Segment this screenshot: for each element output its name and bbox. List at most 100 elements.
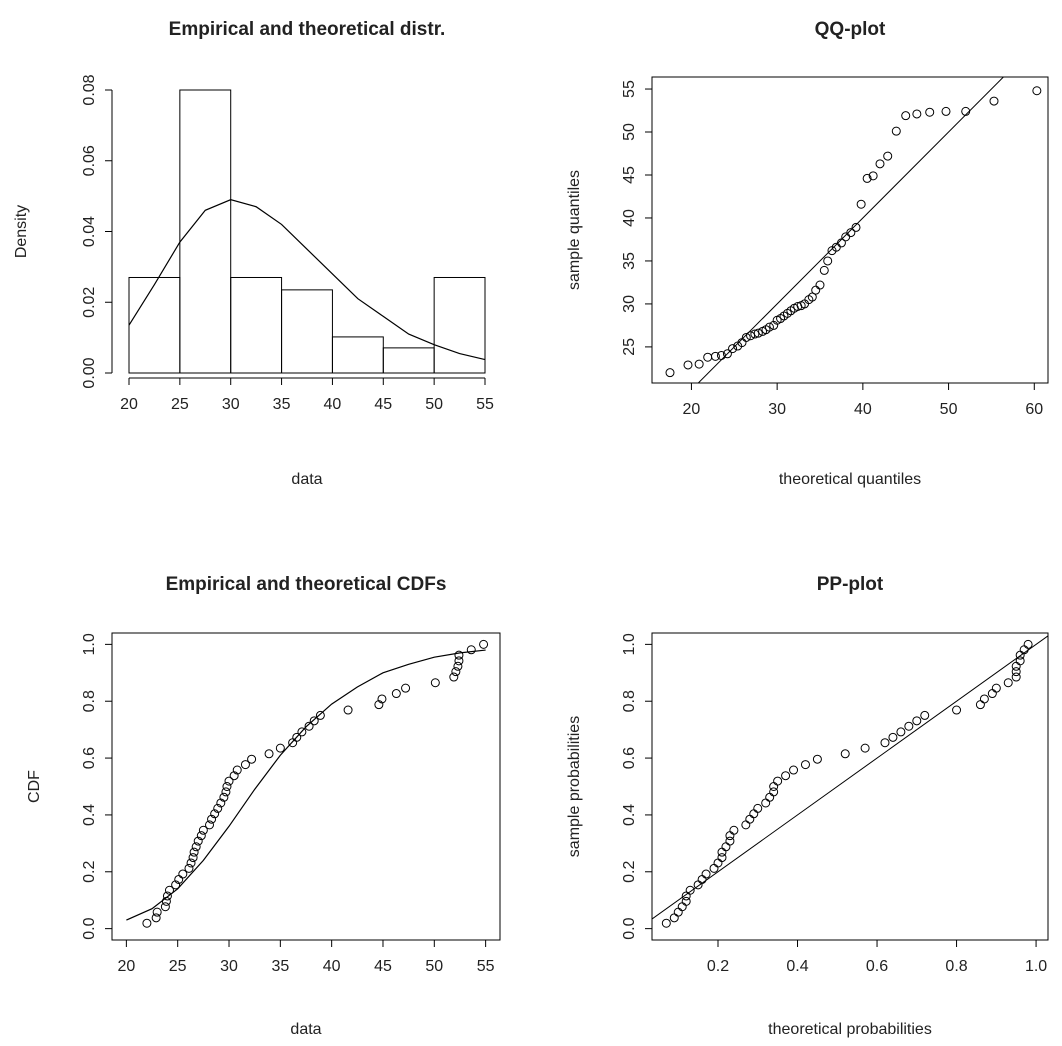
x-tick-label: 30 [222, 396, 240, 413]
point [710, 351, 720, 361]
x-tick-label: 30 [220, 958, 238, 975]
point [184, 863, 194, 873]
x-tick-label: 45 [374, 958, 392, 975]
point [315, 710, 325, 720]
histogram-bar [331, 336, 384, 374]
point [673, 907, 683, 917]
y-axis-label: Density [13, 205, 30, 258]
point [781, 771, 791, 781]
point [745, 814, 755, 824]
y-tick-label: 0.4 [81, 804, 98, 826]
point [836, 238, 846, 248]
point [769, 782, 779, 791]
point [213, 803, 223, 813]
point [479, 639, 489, 649]
point [789, 765, 799, 775]
point [661, 918, 671, 928]
point [677, 902, 687, 912]
point [1032, 86, 1042, 96]
panel: PP-plot theoretical probabilities sample p… [566, 574, 1049, 1038]
point [160, 902, 170, 912]
x-tick-label: 1.0 [1025, 958, 1047, 975]
point [219, 792, 229, 802]
point [449, 672, 459, 682]
y-axis-label: sample probabilities [566, 716, 583, 857]
point [665, 368, 675, 378]
x-axis-label: data [291, 471, 322, 488]
histogram-bar [179, 89, 232, 374]
point [304, 721, 314, 731]
point [232, 765, 242, 775]
x-tick-label: 60 [1025, 401, 1043, 418]
point [229, 771, 239, 781]
point [800, 760, 810, 770]
point [721, 842, 731, 852]
point [454, 650, 464, 660]
x-tick-label: 55 [477, 958, 495, 975]
point [669, 913, 679, 923]
point [1011, 672, 1021, 682]
point [912, 109, 922, 119]
x-tick-label: 0.4 [786, 958, 808, 975]
point [891, 126, 901, 136]
point [769, 787, 779, 797]
point [725, 831, 735, 841]
point [694, 359, 704, 369]
point [1003, 678, 1013, 688]
x-tick-label: 35 [273, 396, 291, 413]
point [198, 825, 208, 835]
panel-title: QQ-plot [815, 19, 886, 40]
x-tick-label: 30 [768, 401, 786, 418]
x-tick-label: 20 [117, 958, 135, 975]
panel-title: Empirical and theoretical distr. [169, 19, 446, 40]
point [901, 111, 911, 121]
point [162, 891, 172, 901]
y-tick-label: 0.4 [621, 804, 638, 826]
point [991, 683, 1001, 693]
point [224, 776, 234, 786]
point [925, 107, 935, 117]
point [904, 721, 914, 731]
y-tick-label: 0.0 [621, 917, 638, 939]
point [856, 199, 866, 209]
point [297, 727, 307, 737]
x-tick-label: 50 [425, 396, 443, 413]
point [275, 743, 285, 753]
point [729, 825, 739, 835]
point [240, 760, 250, 770]
point [952, 705, 962, 715]
y-tick-label: 45 [621, 166, 638, 184]
point [941, 106, 951, 116]
point [725, 836, 735, 846]
point [716, 350, 726, 360]
point [697, 874, 707, 884]
point [880, 738, 890, 748]
y-tick-label: 0.8 [621, 690, 638, 712]
plot-frame [651, 632, 1049, 941]
point [728, 344, 738, 354]
point [860, 743, 870, 753]
point [812, 754, 822, 764]
point [466, 645, 476, 655]
x-tick-label: 20 [683, 401, 701, 418]
point [875, 159, 885, 169]
point [896, 727, 906, 737]
y-tick-label: 1.0 [81, 633, 98, 655]
point [401, 683, 411, 693]
point [753, 328, 763, 338]
point [681, 896, 691, 906]
reference-line [697, 77, 1005, 383]
point [989, 96, 999, 106]
point [247, 754, 257, 764]
theoretical-curve [126, 649, 486, 921]
point [841, 232, 851, 242]
x-tick-label: 35 [271, 958, 289, 975]
point [693, 880, 703, 890]
point [722, 349, 732, 359]
y-tick-label: 25 [621, 338, 638, 356]
point [750, 329, 760, 339]
y-tick-label: 0.2 [81, 861, 98, 883]
point [815, 280, 825, 290]
histogram-bar [281, 289, 333, 374]
